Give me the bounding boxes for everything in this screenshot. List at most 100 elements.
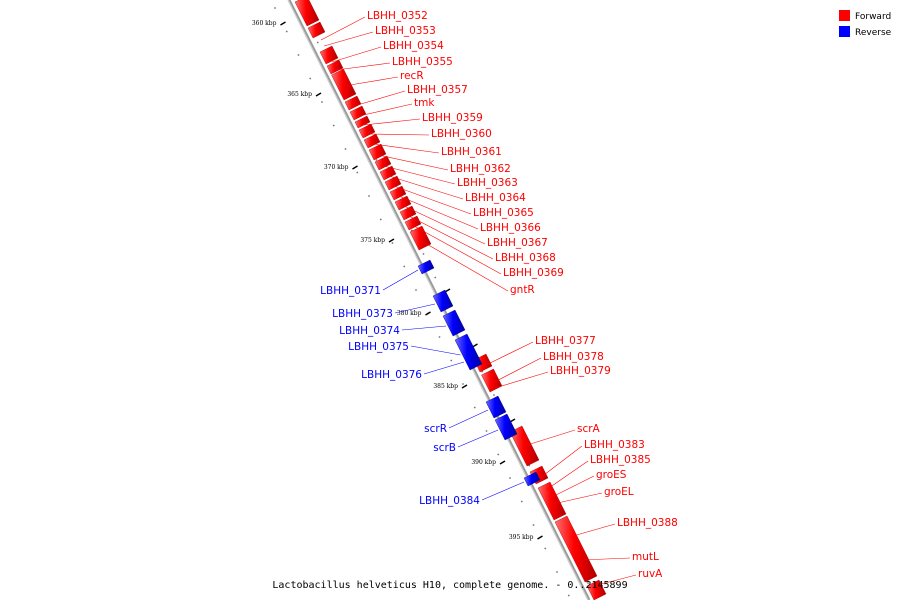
reverse-gene-label[interactable]: LBHH_0376 (361, 369, 422, 381)
scale-dot (485, 430, 488, 432)
scale-dot (532, 524, 535, 526)
forward-gene-label[interactable]: LBHH_0385 (590, 454, 651, 466)
reverse-gene-block (523, 471, 541, 487)
forward-gene-leader (358, 103, 413, 117)
forward-gene-block (294, 0, 320, 27)
forward-gene-label[interactable]: LBHH_0365 (473, 207, 534, 219)
forward-gene-leader (323, 31, 374, 47)
forward-gene-label[interactable]: scrA (577, 423, 601, 435)
reverse-gene-block (454, 333, 483, 371)
scale-dot (309, 77, 312, 80)
forward-gene-label[interactable]: LBHH_0388 (617, 517, 678, 529)
forward-gene-label[interactable]: LBHH_0368 (495, 252, 556, 264)
forward-gene-label[interactable]: LBHH_0362 (450, 163, 511, 175)
forward-gene-leader (545, 460, 589, 491)
reverse-gene-leader (394, 303, 436, 314)
reverse-gene-label[interactable]: LBHH_0374 (339, 325, 400, 337)
legend: Forward Reverse (839, 10, 892, 38)
forward-gene-label[interactable]: groES (596, 469, 627, 481)
scale-label: 380 kbp (397, 310, 422, 317)
label-leaders (320, 16, 637, 587)
forward-gene-leader (398, 195, 479, 230)
scale-dot (509, 477, 511, 479)
reverse-gene-leader (423, 361, 465, 375)
forward-gene-leader (367, 133, 430, 136)
scale-dot (321, 101, 323, 103)
scale-label: 375 kbp (360, 237, 385, 244)
forward-gene-label[interactable]: LBHH_0361 (441, 146, 502, 158)
forward-gene-label[interactable]: LBHH_0364 (465, 192, 526, 204)
reverse-gene-label[interactable]: LBHH_0375 (348, 341, 409, 353)
forward-gene-label[interactable]: LBHH_0357 (407, 84, 468, 96)
forward-gene-label[interactable]: LBHH_0352 (367, 10, 428, 22)
forward-gene-leader (403, 205, 486, 245)
scale-dot (434, 276, 437, 279)
reverse-gene-label[interactable]: LBHH_0384 (419, 495, 480, 507)
forward-gene-label[interactable]: mutL (632, 551, 659, 563)
reverse-gene-block (442, 309, 466, 337)
forward-gene-leader (552, 492, 603, 505)
forward-gene-block (389, 185, 407, 201)
forward-gene-label[interactable]: groEL (604, 486, 634, 498)
forward-gene-block (537, 481, 567, 521)
forward-gene-block (363, 133, 381, 149)
reverse-gene-label[interactable]: LBHH_0373 (332, 308, 393, 320)
forward-gene-leader (335, 62, 391, 71)
scale-dot (316, 41, 319, 44)
scale-dot (391, 242, 394, 244)
forward-gene-block (374, 155, 392, 171)
forward-gene-label[interactable]: LBHH_0383 (584, 439, 645, 451)
forward-gene-block (319, 45, 339, 65)
scale-label: 385 kbp (433, 383, 458, 390)
forward-gene-label[interactable]: LBHH_0360 (431, 128, 492, 140)
forward-gene-label[interactable]: LBHH_0379 (550, 365, 611, 377)
forward-gene-leader (343, 76, 399, 87)
reverse-gene-leader (481, 481, 525, 501)
forward-gene-leader (383, 165, 456, 185)
forward-gene-leader (388, 175, 464, 200)
forward-gene-label[interactable]: ruvA (638, 568, 663, 580)
reverse-gene-leader (401, 325, 447, 331)
forward-gene-label[interactable]: LBHH_0378 (543, 351, 604, 363)
scale-tick (352, 165, 358, 170)
forward-gene-leader (372, 143, 440, 154)
reverse-gene-block (494, 413, 518, 441)
forward-gene-leader (421, 240, 509, 292)
forward-gene-label[interactable]: LBHH_0354 (383, 40, 444, 52)
legend-forward-swatch (839, 10, 850, 21)
reverse-gene-label[interactable]: scrB (433, 442, 456, 454)
forward-gene-label[interactable]: LBHH_0367 (487, 237, 548, 249)
scale-tick (315, 92, 322, 97)
scale-dot (567, 594, 570, 597)
forward-gene-label[interactable]: LBHH_0359 (422, 112, 483, 124)
forward-gene-label[interactable]: LBHH_0377 (535, 335, 596, 347)
forward-gene-leader (580, 557, 631, 561)
forward-gene-label[interactable]: recR (400, 70, 424, 82)
forward-gene-label[interactable]: gntR (510, 284, 535, 296)
scale-dot (344, 148, 347, 150)
forward-gene-label[interactable]: LBHH_0353 (375, 25, 436, 37)
forward-gene-label[interactable]: LBHH_0363 (457, 177, 518, 189)
forward-gene-leader (593, 574, 637, 587)
forward-gene-leader (569, 523, 616, 538)
forward-gene-block (331, 68, 357, 101)
forward-gene-leader (331, 46, 382, 63)
forward-gene-label[interactable]: LBHH_0355 (392, 56, 453, 68)
forward-gene-leader (523, 429, 576, 447)
scale-dot (403, 265, 406, 268)
reverse-gene-label[interactable]: LBHH_0371 (320, 285, 381, 297)
scale-dot (285, 30, 288, 33)
reverse-gene-leader (457, 429, 499, 448)
scale-dot (497, 453, 500, 456)
forward-gene-leader (320, 16, 366, 41)
forward-gene-leader (492, 357, 542, 384)
forward-gene-label[interactable]: LBHH_0369 (503, 267, 564, 279)
forward-gene-leader (494, 371, 549, 389)
legend-forward-label: Forward (855, 12, 891, 22)
scale-dot (368, 195, 370, 197)
legend-reverse-label: Reverse (855, 28, 892, 38)
scale-label: 390 kbp (471, 459, 496, 466)
reverse-gene-label[interactable]: scrR (424, 423, 447, 435)
forward-gene-label[interactable]: tmk (414, 97, 435, 109)
forward-gene-label[interactable]: LBHH_0366 (480, 222, 541, 234)
